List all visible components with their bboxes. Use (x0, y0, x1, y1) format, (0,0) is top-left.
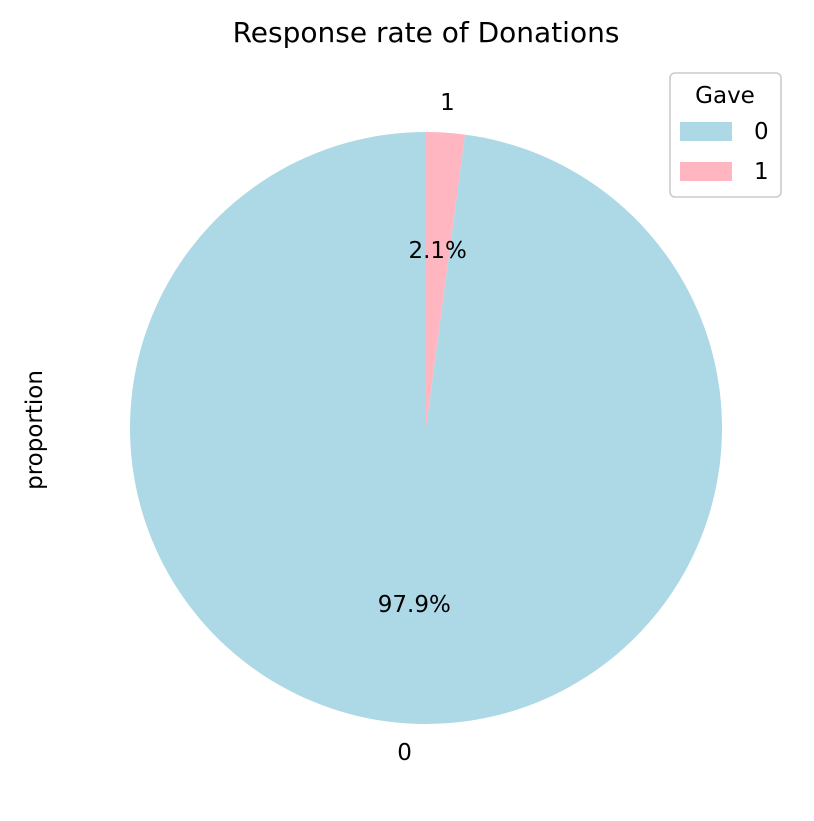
slice-label-1: 1 (440, 90, 455, 116)
legend-title: Gave (695, 83, 755, 109)
legend-swatch-1 (680, 162, 732, 181)
legend: Gave 01 (669, 72, 782, 198)
y-axis-label: proportion (22, 370, 48, 490)
pie-slices (130, 132, 723, 725)
percent-labels: 97.9% 2.1% (378, 238, 467, 618)
percent-label-0: 97.9% (378, 592, 451, 618)
chart-title: Response rate of Donations (233, 16, 620, 49)
pie-slice-1 (426, 132, 465, 428)
legend-label-0: 0 (754, 119, 769, 145)
legend-swatch-0 (680, 122, 732, 141)
slice-labels: 01 (397, 90, 455, 766)
legend-entries: 01 (680, 119, 769, 185)
pie-slice-0 (130, 132, 723, 725)
percent-label-1: 2.1% (408, 238, 466, 264)
slice-label-0: 0 (397, 740, 412, 766)
legend-label-1: 1 (754, 159, 769, 185)
